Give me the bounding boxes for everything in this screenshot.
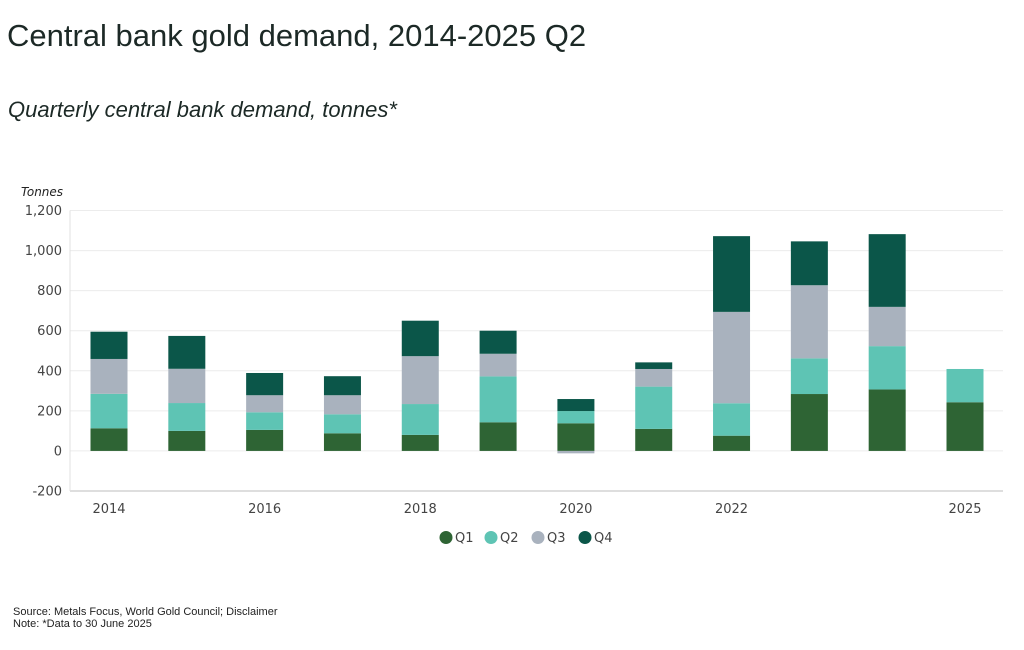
x-tick-label: 2018 xyxy=(404,502,437,517)
bar-2014-q4 xyxy=(90,331,128,359)
bar-2014-q3 xyxy=(90,358,128,394)
bar-2021-q4 xyxy=(635,362,673,369)
bar-2024-q2 xyxy=(868,346,906,390)
chart-footer: Source: Metals Focus, World Gold Council… xyxy=(13,606,278,630)
legend-marker-q2 xyxy=(484,531,498,544)
y-tick-label: 200 xyxy=(37,404,62,419)
legend-label: Q1 xyxy=(455,531,474,546)
bar-2019-q3 xyxy=(479,353,517,377)
x-tick-label: 2022 xyxy=(715,502,748,517)
bar-2018-q4 xyxy=(401,320,439,357)
bar-2014-q2 xyxy=(90,393,128,429)
bar-2017-q1 xyxy=(323,433,361,451)
x-tick-label: 2025 xyxy=(948,502,981,517)
bar-2020-q1 xyxy=(557,423,595,451)
y-tick-label: -200 xyxy=(32,485,62,500)
bar-2017-q4 xyxy=(323,376,361,396)
bar-2025-q1 xyxy=(946,402,984,451)
bar-2020-q4 xyxy=(557,399,595,412)
grid-lines xyxy=(69,210,1003,492)
bar-2014-q1 xyxy=(90,428,128,451)
bar-2023-q3 xyxy=(790,285,828,359)
bar-2019-q2 xyxy=(479,376,517,423)
x-tick-label: 2016 xyxy=(248,502,281,517)
chart-title: Central bank gold demand, 2014-2025 Q2 xyxy=(7,18,587,53)
bar-2018-q3 xyxy=(401,356,439,405)
bar-2021-q2 xyxy=(635,386,673,429)
y-tick-label: 600 xyxy=(37,324,62,339)
y-axis-ticks: -200 0 200 400 600 800 1,000 1,200 xyxy=(25,204,62,500)
legend: Q1 Q2 Q3 Q4 xyxy=(439,531,613,546)
data-note: Note: *Data to 30 June 2025 xyxy=(13,618,152,630)
bar-2020-q3 xyxy=(557,450,595,454)
bar-2025-q2 xyxy=(946,368,984,403)
y-tick-label: 800 xyxy=(37,284,62,299)
bar-2015-q3 xyxy=(168,368,206,404)
legend-item-q2: Q2 xyxy=(484,531,519,546)
bar-2020-q2 xyxy=(557,411,595,424)
y-tick-label: 1,200 xyxy=(25,204,62,219)
bar-2023-q4 xyxy=(790,241,828,286)
bar-2016-q1 xyxy=(246,429,284,451)
bar-2018-q1 xyxy=(401,434,439,451)
bar-2021-q3 xyxy=(635,368,673,387)
legend-item-q4: Q4 xyxy=(578,531,613,546)
bar-2016-q2 xyxy=(246,412,284,430)
bar-2021-q1 xyxy=(635,428,673,451)
bar-2024-q4 xyxy=(868,234,906,307)
y-tick-label: 0 xyxy=(54,444,62,459)
legend-item-q3: Q3 xyxy=(531,531,566,546)
bar-2015-q2 xyxy=(168,403,206,431)
bar-2019-q4 xyxy=(479,330,517,354)
bar-2017-q2 xyxy=(323,414,361,434)
bar-2015-q4 xyxy=(168,335,206,369)
bar-2022-q2 xyxy=(713,403,751,436)
y-tick-label: 400 xyxy=(37,364,62,379)
y-axis-label: Tonnes xyxy=(21,185,63,199)
legend-marker-q4 xyxy=(578,531,592,544)
bar-2016-q4 xyxy=(246,372,284,396)
x-tick-label: 2020 xyxy=(559,502,592,517)
legend-marker-q3 xyxy=(531,531,545,544)
bar-2022-q3 xyxy=(713,311,751,404)
bar-2024-q1 xyxy=(868,389,906,451)
legend-label: Q2 xyxy=(500,531,519,546)
bar-2019-q1 xyxy=(479,422,517,451)
bar-2023-q2 xyxy=(790,358,828,395)
bars xyxy=(90,234,984,454)
x-axis-ticks: 2014 2016 2018 2020 2022 2025 xyxy=(92,502,981,517)
bar-2023-q1 xyxy=(790,394,828,451)
chart-subtitle: Quarterly central bank demand, tonnes* xyxy=(8,97,397,122)
legend-item-q1: Q1 xyxy=(439,531,474,546)
bar-2022-q1 xyxy=(713,435,751,451)
legend-label: Q3 xyxy=(547,531,566,546)
y-tick-label: 1,000 xyxy=(25,244,62,259)
bar-2016-q3 xyxy=(246,395,284,413)
bar-2024-q3 xyxy=(868,306,906,347)
bar-2017-q3 xyxy=(323,395,361,415)
bar-2015-q1 xyxy=(168,430,206,451)
x-tick-label: 2014 xyxy=(92,502,125,517)
bar-2018-q2 xyxy=(401,404,439,435)
legend-label: Q4 xyxy=(594,531,613,546)
bar-2022-q4 xyxy=(713,236,751,312)
source-note: Source: Metals Focus, World Gold Council… xyxy=(13,606,278,618)
legend-marker-q1 xyxy=(439,531,453,544)
